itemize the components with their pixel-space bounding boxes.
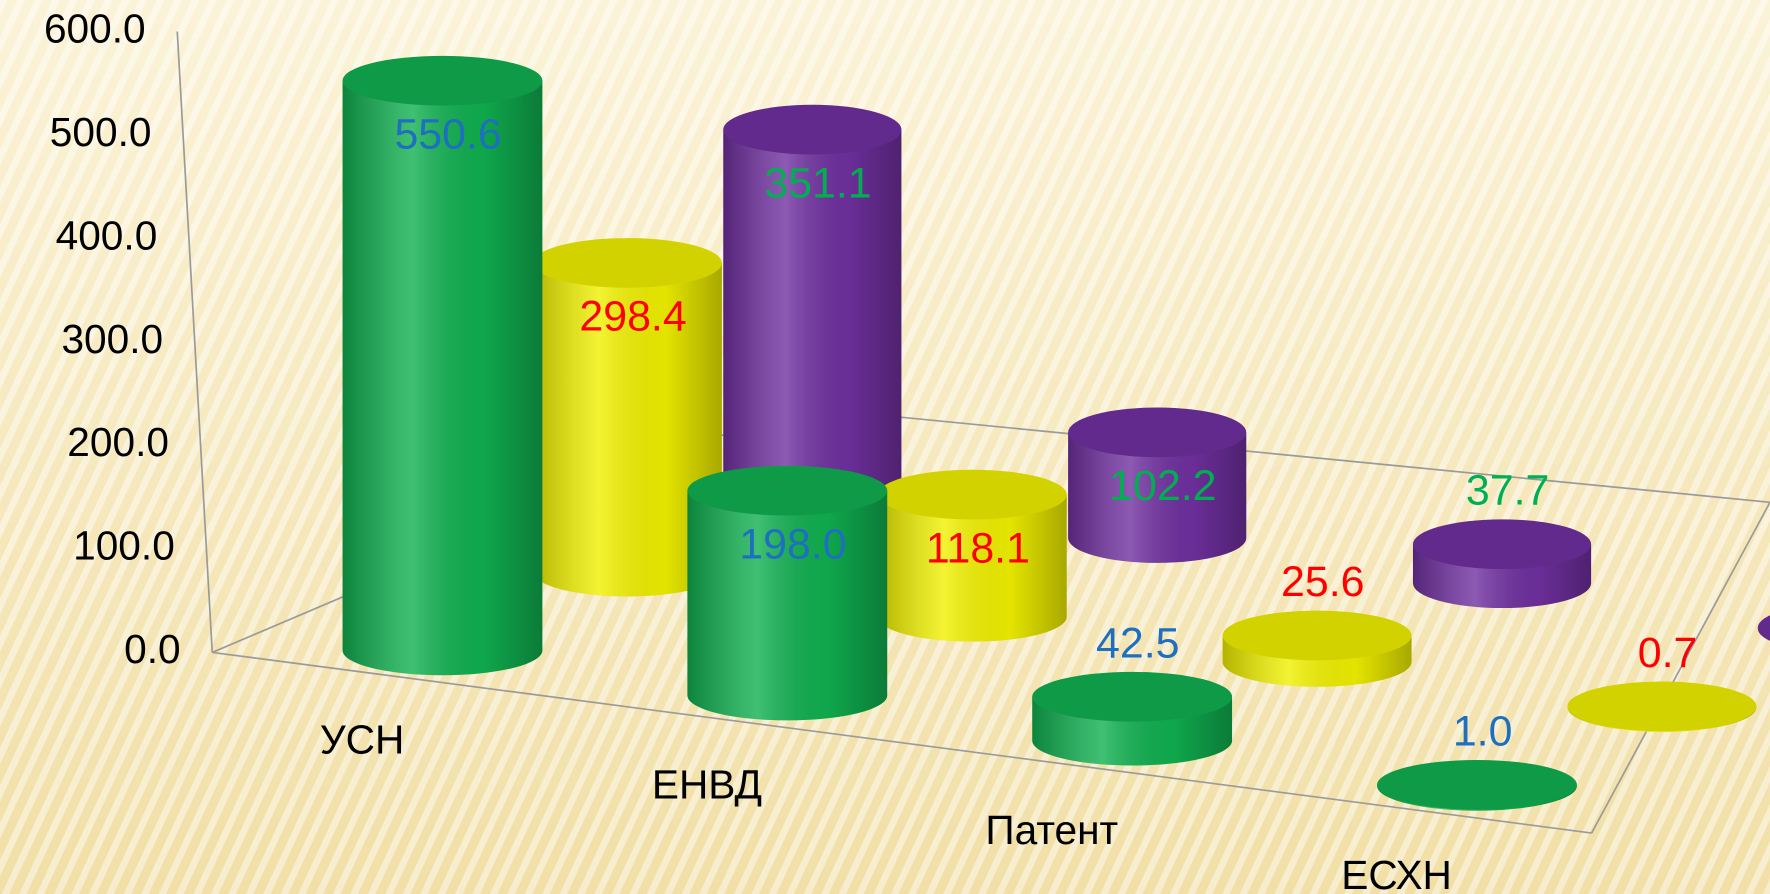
- value-label: 550.6: [394, 110, 501, 158]
- cylinder-top-shade: [1032, 671, 1233, 722]
- cylinder-top: [1757, 615, 1770, 641]
- cylinder-top-shade: [1068, 407, 1247, 458]
- y-tick-label: 0.0: [124, 626, 180, 672]
- y-tick-label: 500.0: [50, 109, 152, 155]
- cylinder-top: [532, 238, 722, 288]
- y-tick-label: 100.0: [73, 523, 175, 569]
- x-tick-label: Патент: [985, 807, 1118, 853]
- cylinder: [1068, 407, 1247, 563]
- cylinder-shade: [723, 129, 902, 518]
- cylinder-top-shade: [1412, 519, 1592, 570]
- cylinder: [1377, 759, 1577, 811]
- cylinder: [532, 238, 722, 597]
- plot: 0.0 100.0 200.0 300.0 400.0 500.0 600.0 УСН ЕНВД…: [44, 5, 1770, 894]
- cylinder-top: [1222, 610, 1412, 661]
- x-tick-label: ЕСХН: [1341, 852, 1452, 894]
- cylinder-top: [877, 469, 1067, 520]
- cylinder-top-shade: [723, 104, 902, 155]
- cylinder-shade: [1068, 432, 1247, 563]
- cylinder-top: [687, 465, 888, 516]
- cylinder-top-shade: [1377, 759, 1577, 810]
- x-tick-label: УСН: [320, 716, 404, 762]
- cylinder-top-shade: [877, 469, 1067, 520]
- value-label: 198.0: [739, 520, 846, 568]
- value-label: 25.6: [1281, 558, 1364, 606]
- value-label: 0.7: [1638, 629, 1698, 677]
- x-tick-label: ЕНВД: [652, 762, 762, 808]
- cylinder: [1567, 681, 1757, 732]
- cylinder-shade: [877, 494, 1067, 642]
- y-tick-label: 200.0: [67, 419, 169, 465]
- value-label: 298.4: [579, 293, 686, 341]
- cylinder-shade: [342, 80, 543, 676]
- cylinder-shade: [687, 490, 888, 721]
- cylinder-top-shade: [687, 465, 888, 516]
- y-tick-label: 300.0: [61, 316, 163, 362]
- cylinder-top: [1032, 671, 1233, 722]
- cylinder-top: [342, 55, 543, 106]
- value-label: 351.1: [764, 159, 871, 207]
- value-label: 118.1: [926, 524, 1030, 572]
- value-label: 1.0: [1453, 707, 1513, 755]
- cylinder-top: [1412, 519, 1592, 570]
- value-label: 42.5: [1096, 619, 1179, 667]
- cylinder: [1032, 671, 1233, 766]
- cylinder: [877, 469, 1067, 642]
- cylinder-shade: [532, 262, 722, 597]
- cylinder-top: [1567, 681, 1757, 732]
- cylinder-top-shade: [1757, 615, 1770, 641]
- cylinder-top: [1068, 407, 1247, 458]
- cylinder: [687, 465, 888, 721]
- y-tick-label: 400.0: [56, 212, 158, 258]
- cylinder-top: [723, 104, 902, 155]
- cylinder: [723, 104, 902, 518]
- cylinder-top: [1377, 759, 1577, 810]
- value-label: 102.2: [1109, 462, 1216, 510]
- cylinder: [1222, 610, 1412, 687]
- cylinder-top-shade: [1222, 610, 1412, 661]
- cylinder-top-shade: [342, 55, 543, 106]
- cylinder-top-shade: [1567, 681, 1757, 732]
- cylinder: [1412, 519, 1592, 609]
- cylinder: [342, 55, 543, 676]
- value-label: 37.7: [1466, 467, 1549, 515]
- cylinder-top-shade: [532, 238, 722, 288]
- cylinder: [1757, 615, 1770, 641]
- y-tick-label: 600.0: [44, 5, 146, 51]
